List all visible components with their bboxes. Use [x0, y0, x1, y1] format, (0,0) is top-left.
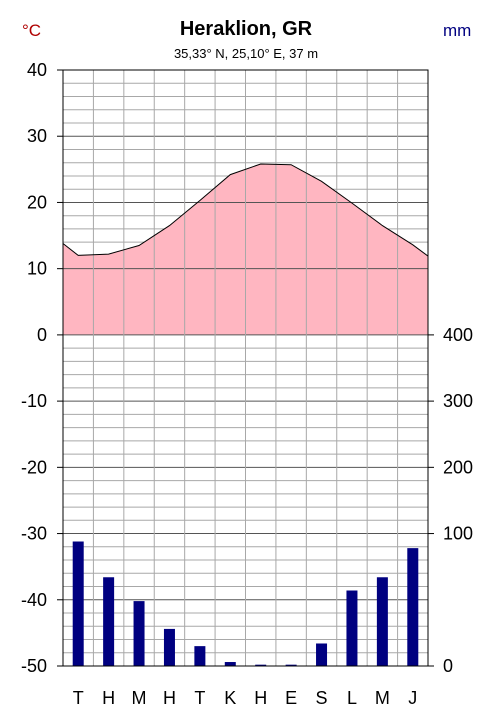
right-tick-label: 200 [443, 457, 473, 477]
left-tick-label: 20 [27, 192, 47, 212]
month-label: K [224, 688, 236, 708]
left-tick-label: -50 [21, 656, 47, 676]
right-axis-ticks: 400 300 200 100 0 [428, 325, 473, 676]
precipitation-bar [194, 646, 206, 666]
month-label: S [316, 688, 328, 708]
month-label: H [254, 688, 267, 708]
month-label: L [347, 688, 357, 708]
right-tick-label: 100 [443, 524, 473, 544]
chart-subtitle: 35,33° N, 25,10° E, 37 m [174, 46, 318, 61]
left-tick-label: -20 [21, 457, 47, 477]
left-tick-label: 40 [27, 60, 47, 80]
precipitation-bar [224, 662, 236, 666]
month-label: T [194, 688, 205, 708]
month-label: J [408, 688, 417, 708]
month-label: T [73, 688, 84, 708]
chart-title: Heraklion, GR [180, 18, 313, 40]
month-label: M [132, 688, 147, 708]
month-label: H [102, 688, 115, 708]
precipitation-bar [316, 643, 328, 666]
right-axis-unit: mm [443, 21, 471, 40]
precipitation-bars [72, 541, 419, 666]
precipitation-bar [103, 577, 115, 666]
precipitation-bar [163, 628, 175, 666]
left-tick-label: -40 [21, 590, 47, 610]
left-tick-label: -30 [21, 524, 47, 544]
month-label: E [285, 688, 297, 708]
precipitation-bar [346, 590, 358, 666]
month-label: M [375, 688, 390, 708]
precipitation-bar [255, 664, 267, 666]
left-axis-ticks: 40 30 20 10 0 -10 -20 -30 -40 -50 [21, 60, 63, 676]
temperature-line-layer [62, 163, 429, 257]
left-tick-label: 30 [27, 126, 47, 146]
right-tick-label: 300 [443, 391, 473, 411]
right-tick-label: 400 [443, 325, 473, 345]
left-tick-label: -10 [21, 391, 47, 411]
precipitation-bar [285, 664, 297, 666]
left-axis-unit: °C [22, 21, 41, 40]
precipitation-bar [407, 548, 419, 666]
precipitation-bar [72, 541, 84, 666]
temperature-line [62, 163, 429, 257]
right-tick-label: 0 [443, 656, 453, 676]
plot-border [62, 69, 429, 667]
month-label: H [163, 688, 176, 708]
left-tick-label: 0 [37, 325, 47, 345]
left-tick-label: 10 [27, 259, 47, 279]
precipitation-bar [376, 577, 388, 666]
precipitation-bar [133, 601, 145, 666]
